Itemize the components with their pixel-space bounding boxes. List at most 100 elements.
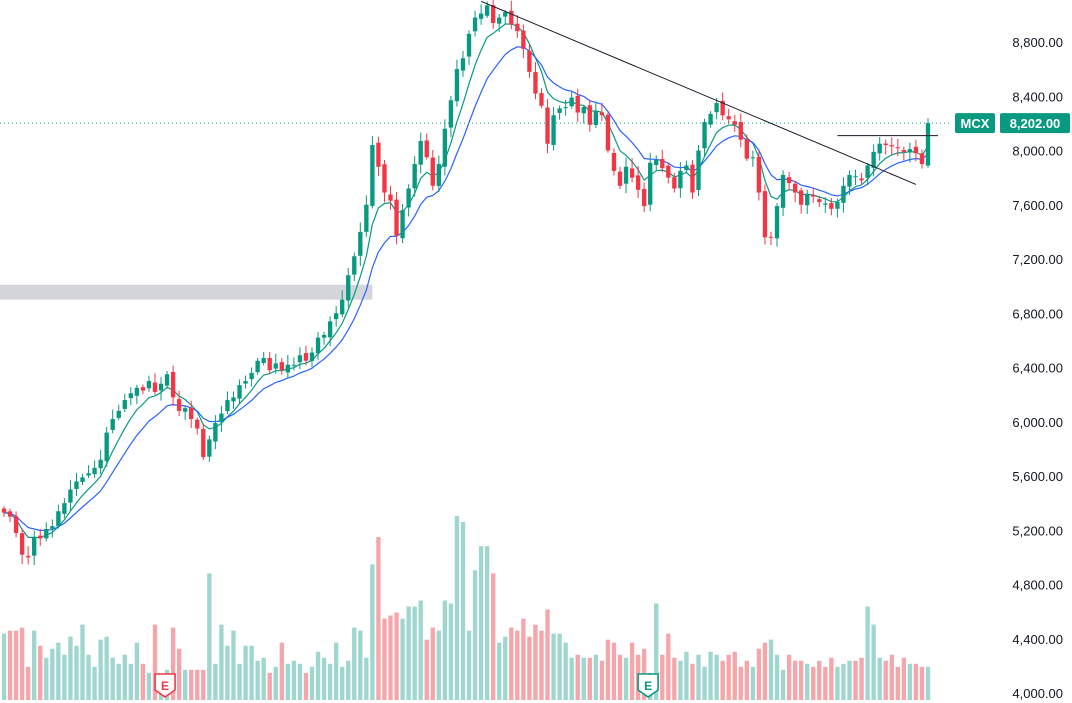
candle-body (122, 400, 127, 409)
candle-body (436, 164, 441, 186)
volume-bar (128, 663, 133, 700)
candle-body (333, 313, 339, 320)
volume-bar (104, 636, 109, 700)
candle-body (503, 12, 508, 17)
price-tick-label: 7,200.00 (1012, 252, 1063, 267)
candle-body (255, 360, 260, 373)
price-tick-label: 5,200.00 (1012, 523, 1063, 538)
candle-body (158, 383, 164, 391)
volume-bar (913, 663, 919, 700)
candle-body (515, 23, 520, 32)
volume-bar (38, 645, 43, 700)
candle-body (243, 381, 248, 384)
candle-body (708, 113, 713, 125)
candle-body (19, 533, 25, 555)
volume-bar (261, 657, 266, 700)
candle-body (865, 165, 870, 178)
volume-bar (424, 639, 429, 700)
candle-body (768, 236, 774, 238)
volume-bar (811, 666, 816, 700)
volume-bar (122, 654, 127, 700)
volume-bar (901, 657, 907, 700)
volume-bar (394, 612, 399, 700)
volume-bar (189, 669, 194, 700)
candle-body (249, 372, 254, 380)
earnings-marker[interactable]: E (637, 673, 659, 698)
volume-bar (557, 633, 562, 700)
volume-bar (346, 660, 351, 700)
volume-bar (255, 660, 260, 700)
candle-body (394, 199, 399, 236)
candle-body (799, 190, 804, 205)
volume-bar (333, 642, 339, 700)
volume-bar (98, 639, 103, 700)
drawn-lines (0, 0, 950, 185)
volume-bar (792, 660, 798, 700)
candle-body (859, 178, 864, 181)
candle-body (563, 107, 568, 109)
volume-bar (170, 627, 176, 700)
volume-bars (1, 516, 931, 700)
candle-body (291, 364, 297, 366)
candle-body (491, 5, 496, 24)
volume-bar (32, 630, 37, 700)
candle-body (279, 362, 284, 371)
candle-body (231, 397, 236, 402)
price-badge-bg (1000, 113, 1070, 134)
candle-body (424, 140, 429, 158)
volume-bar (376, 537, 381, 700)
volume-bar (853, 660, 858, 700)
candle-body (599, 112, 605, 116)
candle-body (315, 337, 321, 354)
candle-body (430, 157, 435, 186)
candle-body (895, 147, 900, 149)
candle-body (346, 275, 351, 301)
candle-body (195, 419, 200, 429)
volume-bar (581, 657, 586, 700)
volume-bar (551, 633, 556, 700)
volume-bar (352, 627, 357, 700)
ma-short-line (3, 23, 929, 539)
candle-body (823, 203, 828, 205)
candle-body (110, 419, 115, 430)
volume-bar (835, 666, 840, 700)
candle-body (460, 58, 466, 71)
candle-body (358, 231, 363, 256)
volume-bar (472, 570, 478, 700)
candle-body (841, 185, 846, 203)
volume-bar (201, 669, 206, 700)
candle-body (648, 162, 653, 205)
candle-body (521, 30, 526, 49)
volume-bar (877, 657, 882, 700)
candle-body (877, 143, 882, 154)
candle-body (660, 159, 665, 169)
volume-bar (382, 618, 387, 700)
price-tick-label: 8,800.00 (1012, 35, 1063, 50)
candle-body (128, 393, 133, 399)
price-axis[interactable]: 8,800.00 8,400.00 8,000.00 7,600.00 7,200.00… (1012, 35, 1063, 701)
candle-body (756, 156, 762, 193)
volume-bar (774, 654, 780, 700)
volume-bar (267, 672, 272, 700)
candle-body (545, 107, 550, 144)
price-tick-label: 4,400.00 (1012, 632, 1063, 647)
candle-body (116, 410, 121, 418)
candle-body (400, 210, 405, 239)
volume-bar (225, 645, 230, 700)
candle-body (309, 352, 315, 361)
candle-body (382, 164, 387, 193)
volume-bar (207, 573, 212, 700)
volume-bar (799, 660, 804, 700)
volume-bar (684, 651, 689, 700)
candle-body (237, 385, 242, 399)
price-tick-label: 6,000.00 (1012, 415, 1063, 430)
earnings-marker[interactable]: E (154, 673, 176, 698)
candle-body (406, 188, 411, 208)
volume-bar (569, 657, 574, 700)
candle-body (478, 13, 484, 19)
candle-body (678, 170, 683, 189)
candle-body (92, 467, 97, 475)
volume-bar (309, 666, 315, 700)
